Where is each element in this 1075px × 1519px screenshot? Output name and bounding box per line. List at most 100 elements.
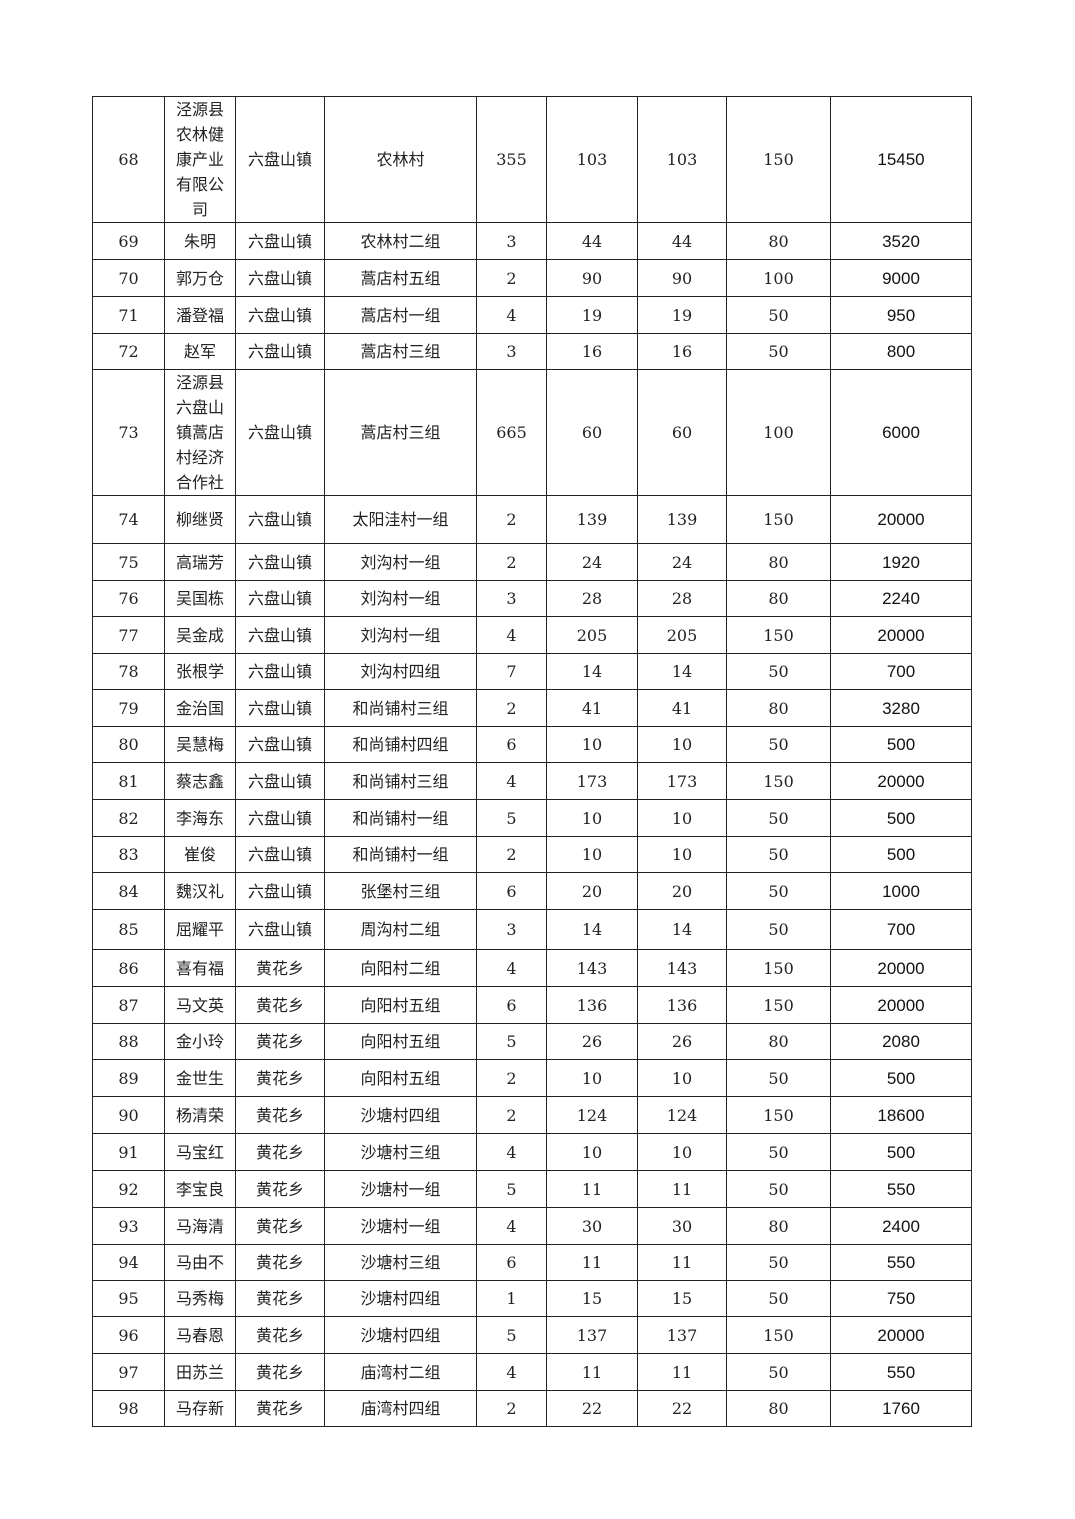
area-cell: 103 — [546, 96, 638, 223]
verified-area-cell: 22 — [637, 1390, 727, 1427]
verified-area-cell: 124 — [637, 1096, 727, 1134]
table-row: 86 喜有福 黄花乡 向阳村二组 4 143 143 150 20000 — [92, 949, 972, 987]
applicant-name-cell: 崔俊 — [164, 836, 236, 873]
household-size-cell: 7 — [476, 653, 547, 690]
unit-subsidy-cell: 150 — [726, 1316, 831, 1354]
verified-area-cell: 205 — [637, 616, 727, 654]
table-row: 94 马由不 黄花乡 沙塘村三组 6 11 11 50 550 — [92, 1244, 972, 1281]
subsidy-amount-cell: 20000 — [830, 762, 972, 800]
unit-subsidy-cell: 80 — [726, 689, 831, 727]
applicant-name-cell: 柳继贤 — [164, 495, 236, 544]
table-row: 81 蔡志鑫 六盘山镇 和尚铺村三组 4 173 173 150 20000 — [92, 762, 972, 800]
area-cell: 10 — [546, 799, 638, 837]
applicant-name-cell: 马文英 — [164, 986, 236, 1024]
township-cell: 六盘山镇 — [235, 616, 325, 654]
township-cell: 六盘山镇 — [235, 296, 325, 334]
table-row: 76 吴国栋 六盘山镇 刘沟村一组 3 28 28 80 2240 — [92, 580, 972, 617]
applicant-name-cell: 喜有福 — [164, 949, 236, 987]
township-cell: 六盘山镇 — [235, 726, 325, 763]
area-cell: 143 — [546, 949, 638, 987]
subsidy-amount-cell: 20000 — [830, 986, 972, 1024]
verified-area-cell: 136 — [637, 986, 727, 1024]
township-cell: 黄花乡 — [235, 1207, 325, 1245]
row-number-cell: 72 — [92, 333, 165, 370]
verified-area-cell: 143 — [637, 949, 727, 987]
village-group-cell: 沙塘村四组 — [324, 1096, 477, 1134]
area-cell: 90 — [546, 259, 638, 297]
unit-subsidy-cell: 150 — [726, 616, 831, 654]
township-cell: 六盘山镇 — [235, 495, 325, 544]
township-cell: 六盘山镇 — [235, 580, 325, 617]
applicant-name-cell: 李海东 — [164, 799, 236, 837]
verified-area-cell: 30 — [637, 1207, 727, 1245]
area-cell: 11 — [546, 1353, 638, 1391]
village-group-cell: 向阳村五组 — [324, 1023, 477, 1060]
applicant-name-cell: 马秀梅 — [164, 1280, 236, 1317]
unit-subsidy-cell: 50 — [726, 1280, 831, 1317]
village-group-cell: 刘沟村一组 — [324, 543, 477, 581]
township-cell: 六盘山镇 — [235, 836, 325, 873]
household-size-cell: 3 — [476, 333, 547, 370]
verified-area-cell: 19 — [637, 296, 727, 334]
verified-area-cell: 10 — [637, 1059, 727, 1097]
unit-subsidy-cell: 50 — [726, 1244, 831, 1281]
subsidy-amount-cell: 700 — [830, 909, 972, 950]
table-row: 72 赵军 六盘山镇 蒿店村三组 3 16 16 50 800 — [92, 333, 972, 370]
township-cell: 六盘山镇 — [235, 333, 325, 370]
table-row: 96 马春恩 黄花乡 沙塘村四组 5 137 137 150 20000 — [92, 1316, 972, 1354]
row-number-cell: 93 — [92, 1207, 165, 1245]
subsidy-amount-cell: 700 — [830, 653, 972, 690]
subsidy-amount-cell: 6000 — [830, 369, 972, 496]
data-table: 68 泾源县农林健康产业有限公司 六盘山镇 农林村 355 103 103 150 15450 6… — [92, 96, 972, 1427]
village-group-cell: 沙塘村四组 — [324, 1316, 477, 1354]
township-cell: 六盘山镇 — [235, 222, 325, 260]
verified-area-cell: 14 — [637, 909, 727, 950]
table-row: 71 潘登福 六盘山镇 蒿店村一组 4 19 19 50 950 — [92, 296, 972, 334]
table-row: 83 崔俊 六盘山镇 和尚铺村一组 2 10 10 50 500 — [92, 836, 972, 873]
applicant-name-cell: 马春恩 — [164, 1316, 236, 1354]
township-cell: 黄花乡 — [235, 949, 325, 987]
verified-area-cell: 60 — [637, 369, 727, 496]
row-number-cell: 98 — [92, 1390, 165, 1427]
village-group-cell: 庙湾村四组 — [324, 1390, 477, 1427]
township-cell: 六盘山镇 — [235, 909, 325, 950]
row-number-cell: 92 — [92, 1170, 165, 1208]
table-row: 77 吴金成 六盘山镇 刘沟村一组 4 205 205 150 20000 — [92, 616, 972, 654]
applicant-name-cell: 张根学 — [164, 653, 236, 690]
village-group-cell: 向阳村五组 — [324, 1059, 477, 1097]
verified-area-cell: 16 — [637, 333, 727, 370]
table-row: 78 张根学 六盘山镇 刘沟村四组 7 14 14 50 700 — [92, 653, 972, 690]
row-number-cell: 83 — [92, 836, 165, 873]
unit-subsidy-cell: 80 — [726, 1390, 831, 1427]
table-row: 95 马秀梅 黄花乡 沙塘村四组 1 15 15 50 750 — [92, 1280, 972, 1317]
township-cell: 六盘山镇 — [235, 799, 325, 837]
row-number-cell: 97 — [92, 1353, 165, 1391]
township-cell: 黄花乡 — [235, 1390, 325, 1427]
household-size-cell: 4 — [476, 949, 547, 987]
row-number-cell: 80 — [92, 726, 165, 763]
area-cell: 137 — [546, 1316, 638, 1354]
unit-subsidy-cell: 80 — [726, 222, 831, 260]
applicant-name-cell: 高瑞芳 — [164, 543, 236, 581]
area-cell: 20 — [546, 872, 638, 910]
unit-subsidy-cell: 80 — [726, 1207, 831, 1245]
unit-subsidy-cell: 50 — [726, 333, 831, 370]
subsidy-amount-cell: 18600 — [830, 1096, 972, 1134]
village-group-cell: 沙塘村三组 — [324, 1244, 477, 1281]
unit-subsidy-cell: 80 — [726, 543, 831, 581]
village-group-cell: 庙湾村二组 — [324, 1353, 477, 1391]
applicant-name-cell: 赵军 — [164, 333, 236, 370]
township-cell: 六盘山镇 — [235, 369, 325, 496]
household-size-cell: 4 — [476, 1133, 547, 1171]
township-cell: 黄花乡 — [235, 1244, 325, 1281]
township-cell: 黄花乡 — [235, 1316, 325, 1354]
township-cell: 黄花乡 — [235, 1280, 325, 1317]
verified-area-cell: 139 — [637, 495, 727, 544]
area-cell: 14 — [546, 653, 638, 690]
village-group-cell: 周沟村二组 — [324, 909, 477, 950]
verified-area-cell: 15 — [637, 1280, 727, 1317]
applicant-name-cell: 蔡志鑫 — [164, 762, 236, 800]
village-group-cell: 沙塘村四组 — [324, 1280, 477, 1317]
table-row: 73 泾源县六盘山镇蒿店村经济合作社 六盘山镇 蒿店村三组 665 60 60 100 6000 — [92, 369, 972, 496]
unit-subsidy-cell: 80 — [726, 1023, 831, 1060]
